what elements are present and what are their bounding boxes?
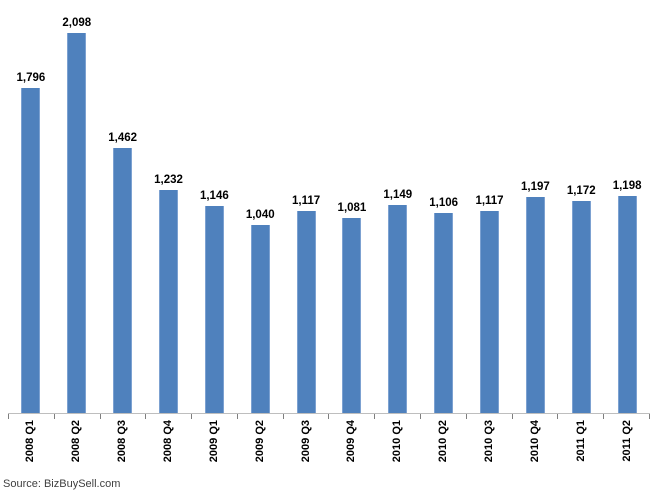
axis-tick [284, 414, 330, 419]
x-axis-label-cell: 2009 Q2 [237, 420, 283, 474]
x-axis-label: 2011 Q1 [574, 420, 587, 462]
plot-area: 1,796 2,098 1,462 1,232 1,146 1,040 1,11… [8, 0, 650, 414]
bar [113, 148, 133, 414]
x-axis-label-cell: 2010 Q2 [421, 420, 467, 474]
x-axis-label: 2008 Q1 [24, 420, 37, 463]
axis-tick [8, 414, 55, 419]
bar-value-label: 1,172 [566, 185, 596, 197]
axis-tick [192, 414, 238, 419]
x-axis-label: 2010 Q2 [437, 420, 450, 463]
category-slot: 1,172 [558, 0, 604, 414]
bar-value-label: 1,146 [199, 190, 229, 202]
category-slot: 1,197 [512, 0, 558, 414]
x-axis-label-cell: 2011 Q1 [558, 420, 604, 474]
bar [480, 211, 500, 414]
bar-value-label: 1,149 [383, 189, 413, 201]
x-axis-label-cell: 2008 Q3 [100, 420, 146, 474]
bar [342, 218, 362, 414]
category-slot: 1,117 [283, 0, 329, 414]
x-axis-label-cell: 2009 Q1 [191, 420, 237, 474]
x-axis-label-cell: 2008 Q2 [54, 420, 100, 474]
bar-value-label: 1,232 [154, 174, 183, 186]
category-slot: 1,081 [329, 0, 375, 414]
bar [159, 190, 178, 414]
category-slot: 1,796 [8, 0, 54, 414]
category-slot: 1,040 [237, 0, 283, 414]
x-axis-labels: 2008 Q1 2008 Q2 2008 Q3 2008 Q4 2009 Q1 … [8, 420, 650, 474]
x-axis-label: 2009 Q3 [299, 420, 312, 463]
x-axis-label-cell: 2010 Q1 [375, 420, 421, 474]
x-axis-label-cell: 2009 Q4 [329, 420, 375, 474]
category-slot: 2,098 [54, 0, 100, 414]
x-axis-label: 2009 Q1 [207, 420, 220, 463]
axis-tick [55, 414, 101, 419]
x-axis-label-cell: 2011 Q2 [604, 420, 650, 474]
category-slot: 1,149 [375, 0, 421, 414]
bar-value-label: 1,040 [245, 209, 275, 221]
axis-tick [513, 414, 559, 419]
axis-tick [375, 414, 422, 419]
axis-tick [329, 414, 376, 419]
x-axis-label: 2008 Q4 [162, 420, 174, 463]
x-axis-label: 2010 Q1 [391, 420, 404, 463]
bar [617, 196, 637, 414]
axis-tick [604, 414, 650, 419]
category-slot: 1,146 [191, 0, 237, 414]
x-axis-label-cell: 2010 Q3 [467, 420, 513, 474]
bar [296, 211, 316, 414]
bar-value-label: 1,081 [337, 202, 367, 214]
bar-value-label: 1,117 [475, 195, 504, 207]
category-slot: 1,232 [146, 0, 192, 414]
bar-value-label: 2,098 [62, 17, 92, 29]
x-axis-label: 2011 Q2 [620, 420, 633, 462]
x-axis-label-cell: 2008 Q1 [8, 420, 54, 474]
axis-tick [238, 414, 284, 419]
bar [21, 88, 41, 414]
bar [434, 213, 454, 414]
category-slot: 1,462 [100, 0, 146, 414]
bar-value-label: 1,197 [520, 181, 550, 193]
bar [525, 197, 545, 414]
source-text: Source: BizBuySell.com [3, 478, 121, 490]
bar [571, 201, 591, 414]
bar-value-label: 1,106 [429, 197, 459, 209]
x-axis-label: 2008 Q2 [70, 420, 83, 463]
category-slot: 1,117 [467, 0, 513, 414]
bar-value-label: 1,796 [16, 72, 46, 84]
x-axis-label-cell: 2008 Q4 [146, 420, 192, 474]
x-axis-label-cell: 2009 Q3 [283, 420, 329, 474]
x-axis-label: 2010 Q3 [483, 420, 496, 463]
bar [204, 206, 224, 414]
axis-tick [146, 414, 193, 419]
axis-tick [558, 414, 605, 419]
bar-value-label: 1,462 [108, 132, 138, 144]
bar [67, 33, 87, 414]
bar [388, 205, 408, 414]
x-axis-label-cell: 2010 Q4 [512, 420, 558, 474]
axis-tick [467, 414, 513, 419]
bar-value-label: 1,198 [612, 180, 642, 192]
x-axis-label: 2010 Q4 [528, 420, 541, 463]
axis-tick [101, 414, 147, 419]
category-slot: 1,198 [604, 0, 650, 414]
x-axis [8, 413, 650, 419]
x-axis-label: 2009 Q4 [345, 420, 358, 463]
bar-value-label: 1,117 [292, 195, 321, 207]
bar [250, 225, 270, 414]
category-slot: 1,106 [421, 0, 467, 414]
x-axis-label: 2009 Q2 [253, 420, 266, 463]
x-axis-label: 2008 Q3 [116, 420, 129, 463]
axis-tick [421, 414, 467, 419]
